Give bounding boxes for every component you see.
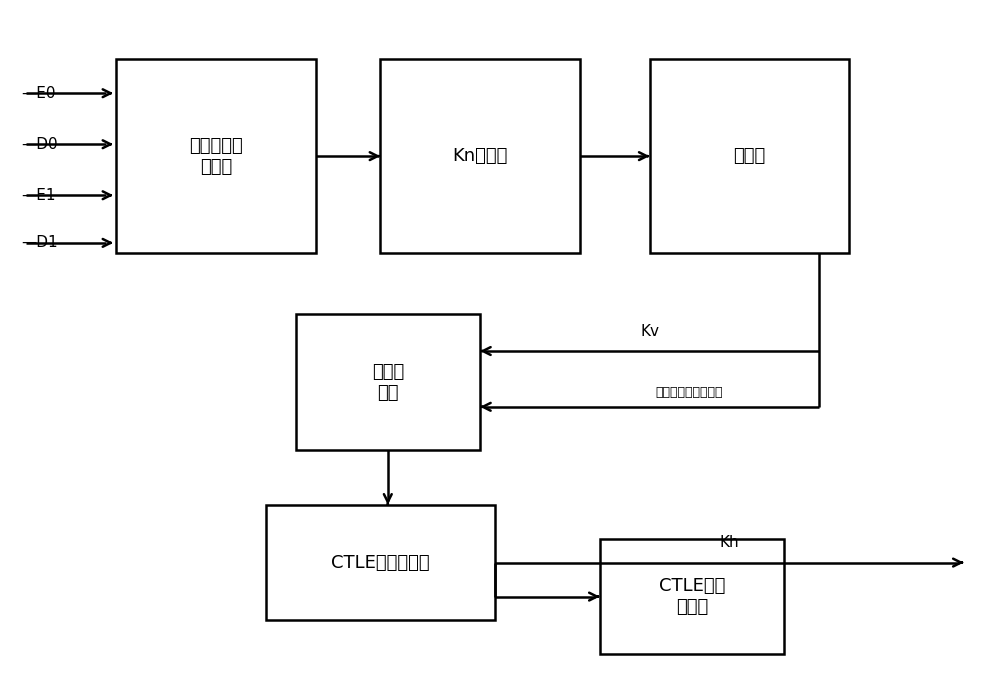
Text: —E0: —E0 [21, 86, 56, 100]
FancyBboxPatch shape [650, 59, 849, 253]
Text: Kv: Kv [640, 324, 659, 339]
Text: 溢出上限、溢出下限: 溢出上限、溢出下限 [656, 386, 723, 399]
FancyBboxPatch shape [600, 539, 784, 654]
Text: —E1: —E1 [21, 188, 56, 203]
FancyBboxPatch shape [380, 59, 580, 253]
Text: —D0: —D0 [21, 137, 58, 152]
Text: CTLE收敛
判决器: CTLE收敛 判决器 [659, 577, 725, 616]
Text: Kh: Kh [720, 535, 739, 550]
Text: 补偿状态识
别单元: 补偿状态识 别单元 [189, 137, 243, 176]
Text: Kn累加器: Kn累加器 [452, 147, 508, 165]
Text: CTLE系数累加器: CTLE系数累加器 [331, 554, 430, 572]
Text: 方形滤
波器: 方形滤 波器 [372, 363, 404, 402]
FancyBboxPatch shape [116, 59, 316, 253]
Text: —D1: —D1 [21, 236, 58, 251]
Text: 判决器: 判决器 [733, 147, 765, 165]
FancyBboxPatch shape [266, 505, 495, 620]
FancyBboxPatch shape [296, 314, 480, 450]
